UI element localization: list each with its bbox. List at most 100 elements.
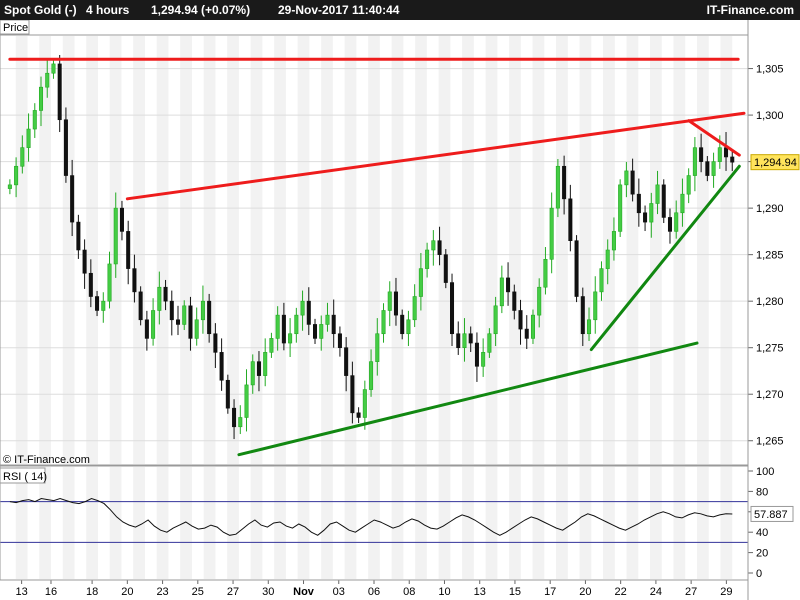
time-tick-label: 17 bbox=[544, 586, 556, 598]
candle-body bbox=[7, 184, 12, 189]
candle-body bbox=[356, 412, 361, 418]
day-band bbox=[227, 36, 239, 464]
candle-body bbox=[487, 333, 492, 353]
candle-body bbox=[393, 291, 398, 316]
rsi-tick-label: 20 bbox=[756, 548, 768, 560]
candle-body bbox=[319, 324, 324, 339]
candle-body bbox=[225, 379, 230, 409]
candle-body bbox=[300, 300, 305, 316]
candle-body bbox=[350, 375, 355, 414]
day-band bbox=[297, 467, 310, 579]
time-tick-label: 27 bbox=[685, 586, 697, 598]
candle-body bbox=[151, 310, 156, 339]
day-band bbox=[485, 467, 498, 579]
day-band bbox=[133, 36, 145, 464]
candle-body bbox=[275, 314, 280, 339]
rsi-tick-label: 80 bbox=[756, 486, 768, 498]
day-band bbox=[368, 467, 380, 579]
time-tick-label: 03 bbox=[333, 586, 345, 598]
timeframe: 4 hours bbox=[86, 3, 130, 17]
candle-body bbox=[369, 361, 374, 390]
brand: IT-Finance.com bbox=[706, 3, 794, 17]
day-band bbox=[321, 36, 333, 464]
candle-body bbox=[674, 212, 679, 232]
trendline-resistance-channel bbox=[125, 111, 746, 201]
candle-body bbox=[611, 231, 616, 251]
day-band bbox=[697, 467, 709, 579]
candle-body bbox=[281, 314, 286, 344]
day-band bbox=[180, 467, 192, 579]
day-band bbox=[673, 467, 686, 579]
time-tick-label: 15 bbox=[509, 586, 521, 598]
candle-body bbox=[325, 314, 330, 325]
candle-body bbox=[126, 231, 131, 269]
last-change: 1,294.94 (+0.07%) bbox=[151, 3, 251, 17]
time-tick-label: Nov bbox=[293, 586, 315, 598]
datetime: 29-Nov-2017 11:40:44 bbox=[278, 3, 400, 17]
candle-body bbox=[256, 361, 261, 376]
candle-body bbox=[400, 314, 405, 335]
day-band bbox=[274, 467, 286, 579]
price-tick-label: 1,300 bbox=[756, 110, 784, 122]
candle-body bbox=[699, 147, 704, 162]
candle-body bbox=[32, 110, 37, 130]
candle-body bbox=[512, 291, 517, 311]
time-tick-label: 18 bbox=[86, 586, 98, 598]
price-tick-label: 1,275 bbox=[756, 343, 784, 355]
last-price-box bbox=[750, 154, 800, 171]
time-tick-label: 20 bbox=[579, 586, 591, 598]
rsi-tick-label: 0 bbox=[756, 568, 762, 580]
candle-body bbox=[200, 300, 205, 321]
candle-body bbox=[337, 333, 342, 348]
candle-body bbox=[213, 333, 218, 353]
day-band bbox=[697, 36, 709, 464]
trendline-resistance-short bbox=[687, 119, 741, 157]
day-band bbox=[391, 467, 404, 579]
candle-body bbox=[263, 352, 268, 376]
candle-body bbox=[157, 286, 162, 311]
candle-body bbox=[549, 207, 554, 260]
candle-body bbox=[269, 338, 274, 353]
candle-body bbox=[437, 240, 442, 255]
day-band bbox=[650, 467, 662, 579]
day-band bbox=[250, 467, 263, 579]
candle-body bbox=[238, 417, 243, 428]
candlestick-series bbox=[7, 54, 735, 440]
candle-body bbox=[412, 296, 417, 321]
time-tick-label: 24 bbox=[650, 586, 662, 598]
price-grid bbox=[0, 68, 748, 442]
candle-body bbox=[113, 207, 118, 265]
time-tick-label: 27 bbox=[227, 586, 239, 598]
candle-body bbox=[425, 249, 430, 269]
time-tick-label: 10 bbox=[438, 586, 450, 598]
candle-body bbox=[207, 300, 212, 335]
day-band bbox=[321, 467, 333, 579]
price-tick-label: 1,280 bbox=[756, 296, 784, 308]
price-label-box bbox=[0, 20, 30, 35]
candle-body bbox=[38, 86, 44, 111]
time-tick-label: 20 bbox=[121, 586, 133, 598]
price-and-rsi-chart: 1,2651,2701,2751,2801,2851,2901,2951,300… bbox=[0, 20, 800, 600]
candle-body bbox=[26, 128, 31, 148]
day-band bbox=[297, 36, 310, 464]
candle-body bbox=[443, 254, 448, 283]
chart-header: Spot Gold (-) 4 hours 1,294.94 (+0.07%) … bbox=[0, 0, 800, 20]
candle-body bbox=[57, 63, 62, 121]
candle-body bbox=[537, 286, 542, 316]
candle-body bbox=[375, 333, 380, 362]
day-band bbox=[274, 36, 286, 464]
day-band bbox=[438, 36, 451, 464]
candle-body bbox=[462, 333, 467, 348]
candle-body bbox=[599, 268, 604, 293]
candle-body bbox=[219, 352, 224, 381]
rsi-series bbox=[9, 497, 733, 536]
candle-body bbox=[605, 249, 610, 269]
day-band bbox=[15, 36, 28, 464]
day-band bbox=[86, 467, 98, 579]
last-rsi-tag: 57.887 bbox=[750, 505, 794, 522]
candle-body bbox=[331, 314, 336, 335]
candle-body bbox=[45, 72, 50, 88]
last-price-tag: 1,294.94 bbox=[750, 154, 800, 171]
day-band bbox=[462, 467, 474, 579]
time-tick-label: 29 bbox=[720, 586, 732, 598]
